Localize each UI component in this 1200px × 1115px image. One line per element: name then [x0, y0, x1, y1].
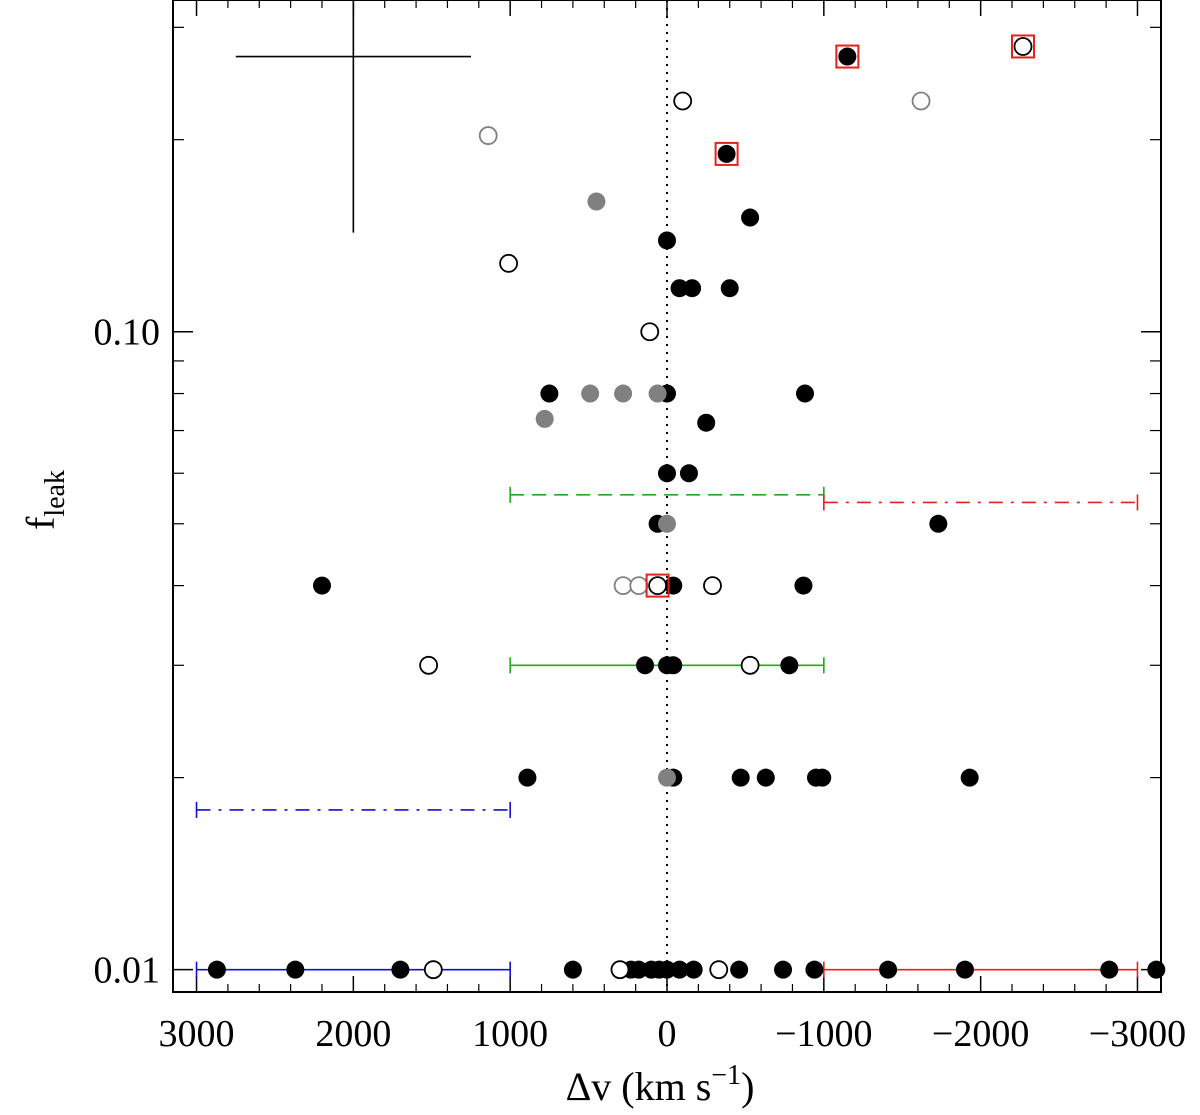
- data-point-filled-black: [960, 768, 979, 787]
- data-point-filled-black: [679, 464, 698, 483]
- data-point-filled-black: [1147, 960, 1166, 979]
- data-point-filled-black: [563, 960, 582, 979]
- data-point-filled-black: [794, 576, 813, 595]
- x-axis-title: Δv (km s−1): [566, 1060, 755, 1109]
- data-point-filled-black: [684, 960, 703, 979]
- data-point-filled-black: [540, 384, 559, 403]
- data-point-filled-gray: [587, 192, 606, 211]
- x-tick-label: 3000: [159, 1013, 235, 1055]
- velocity-bins-group: [195, 486, 1139, 978]
- data-point-filled-black: [697, 413, 716, 432]
- data-point-open-black: [709, 960, 729, 980]
- data-point-filled-gray: [581, 384, 600, 403]
- data-point-filled-black: [658, 960, 676, 979]
- data-point-filled-black: [774, 960, 793, 979]
- highlight-box: [835, 44, 860, 69]
- data-point-filled-gray: [535, 409, 554, 428]
- data-point-open-black: [1013, 37, 1033, 56]
- x-tick-label: −2000: [932, 1013, 1029, 1055]
- y-tick-label: 0.10: [94, 312, 161, 354]
- data-point-filled-black: [658, 231, 676, 250]
- error-cross-group: [235, 0, 471, 233]
- data-point-filled-black: [780, 656, 799, 675]
- data-point-filled-black: [731, 768, 750, 787]
- data-point-filled-black: [518, 768, 537, 787]
- data-point-filled-black: [670, 960, 689, 979]
- data-point-filled-black: [670, 279, 689, 298]
- data-point-filled-black: [720, 279, 739, 298]
- tick-labels-group: 3000 2000 1000 0 −1000 −2000 −3000 0.01 0.10: [94, 312, 1187, 1055]
- data-point-filled-black: [1100, 960, 1119, 979]
- data-point-filled-gray: [658, 514, 676, 533]
- data-point-open-gray: [613, 576, 633, 595]
- data-point-filled-black: [730, 960, 749, 979]
- data-point-open-gray: [478, 126, 498, 145]
- data-point-filled-black: [955, 960, 974, 979]
- data-point-filled-black: [636, 656, 655, 675]
- data-point-filled-black: [629, 960, 648, 979]
- data-point-filled-black: [805, 960, 824, 979]
- data-point-filled-black: [813, 768, 832, 787]
- x-tick-label: −3000: [1089, 1013, 1186, 1055]
- x-tick-label: 1000: [472, 1013, 548, 1055]
- data-point-open-black: [673, 91, 693, 111]
- x-tick-label: 2000: [315, 1013, 391, 1055]
- y-tick-label: 0.01: [94, 950, 161, 992]
- data-point-filled-black: [207, 960, 226, 979]
- data-point-filled-black: [312, 576, 331, 595]
- data-point-filled-gray: [648, 384, 667, 403]
- data-points-group: [207, 37, 1166, 980]
- data-point-filled-black: [741, 208, 760, 227]
- data-point-open-black: [419, 655, 439, 675]
- highlight-boxes-group: [645, 34, 1035, 598]
- data-point-filled-black: [683, 279, 702, 298]
- data-point-filled-gray: [614, 384, 633, 403]
- data-point-filled-gray: [658, 768, 676, 787]
- data-point-open-black: [499, 253, 519, 273]
- data-point-filled-black: [664, 656, 683, 675]
- data-point-filled-black: [929, 514, 948, 533]
- data-point-open-black: [648, 576, 667, 595]
- data-point-filled-black: [658, 464, 676, 483]
- data-point-filled-black: [391, 960, 410, 979]
- data-point-filled-black: [838, 47, 857, 66]
- data-point-filled-black: [796, 384, 815, 403]
- x-tick-label: −1000: [775, 1013, 872, 1055]
- data-point-filled-black: [286, 960, 305, 979]
- data-point-open-black: [423, 960, 443, 980]
- data-point-filled-black: [717, 144, 736, 163]
- data-point-open-black: [640, 322, 660, 342]
- data-point-filled-black: [879, 960, 898, 979]
- data-point-open-black: [610, 960, 630, 980]
- data-point-open-black: [740, 655, 760, 675]
- highlight-box: [1010, 34, 1035, 59]
- y-axis-title: fleak: [18, 470, 71, 530]
- highlight-box: [645, 573, 670, 598]
- x-tick-label: 0: [658, 1013, 677, 1055]
- data-point-filled-black: [756, 768, 775, 787]
- highlight-box: [714, 141, 739, 166]
- data-point-open-black: [703, 576, 722, 595]
- data-point-open-gray: [911, 91, 931, 111]
- data-point-open-gray: [629, 576, 649, 595]
